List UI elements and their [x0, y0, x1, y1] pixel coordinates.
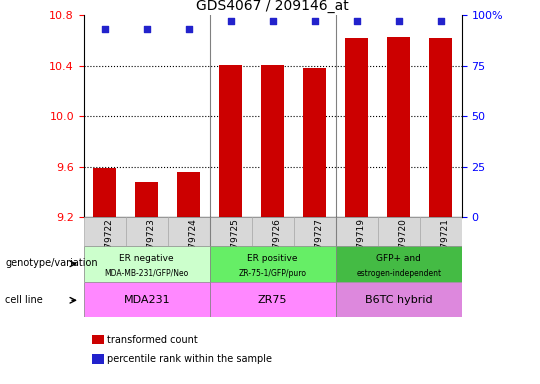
Text: GSM679727: GSM679727	[315, 218, 323, 273]
Point	[436, 18, 445, 25]
Bar	[377, 217, 420, 246]
Bar	[336, 246, 462, 282]
Bar	[336, 217, 377, 246]
Bar	[294, 217, 336, 246]
Bar	[345, 38, 368, 217]
Bar	[210, 246, 336, 282]
Bar	[84, 217, 126, 246]
Text: ER positive: ER positive	[247, 254, 298, 263]
Bar	[84, 282, 210, 317]
Point	[143, 26, 151, 33]
Text: MDA-MB-231/GFP/Neo: MDA-MB-231/GFP/Neo	[105, 269, 189, 278]
Text: GSM679720: GSM679720	[399, 218, 408, 273]
Bar	[387, 37, 410, 217]
Text: B6TC hybrid: B6TC hybrid	[365, 295, 433, 305]
Point	[100, 26, 109, 33]
Bar	[168, 217, 210, 246]
Text: estrogen-independent: estrogen-independent	[356, 269, 441, 278]
Title: GDS4067 / 209146_at: GDS4067 / 209146_at	[197, 0, 349, 13]
Bar	[210, 282, 336, 317]
Point	[353, 18, 361, 25]
Bar	[219, 65, 242, 217]
Bar	[177, 172, 200, 217]
Bar	[429, 38, 453, 217]
Point	[394, 18, 403, 25]
Bar	[84, 246, 210, 282]
Bar	[135, 182, 158, 217]
Point	[184, 26, 193, 33]
Text: GSM679723: GSM679723	[147, 218, 156, 273]
Bar	[336, 282, 462, 317]
Bar	[261, 65, 284, 217]
Bar	[126, 217, 168, 246]
Text: GFP+ and: GFP+ and	[376, 254, 421, 263]
Text: percentile rank within the sample: percentile rank within the sample	[107, 354, 272, 364]
Text: ZR-75-1/GFP/puro: ZR-75-1/GFP/puro	[239, 269, 307, 278]
Text: transformed count: transformed count	[107, 335, 198, 345]
Text: ZR75: ZR75	[258, 295, 287, 305]
Bar	[303, 68, 326, 217]
Point	[226, 18, 235, 25]
Text: GSM679726: GSM679726	[273, 218, 282, 273]
Point	[268, 18, 277, 25]
Text: GSM679722: GSM679722	[105, 218, 114, 273]
Text: ER negative: ER negative	[119, 254, 174, 263]
Bar	[252, 217, 294, 246]
Text: GSM679719: GSM679719	[357, 218, 366, 273]
Text: GSM679721: GSM679721	[441, 218, 450, 273]
Text: GSM679724: GSM679724	[188, 218, 198, 273]
Text: MDA231: MDA231	[123, 295, 170, 305]
Text: cell line: cell line	[5, 295, 43, 305]
Text: GSM679725: GSM679725	[231, 218, 240, 273]
Bar	[420, 217, 462, 246]
Bar	[93, 168, 116, 217]
Text: genotype/variation: genotype/variation	[5, 258, 98, 268]
Point	[310, 18, 319, 25]
Bar	[210, 217, 252, 246]
